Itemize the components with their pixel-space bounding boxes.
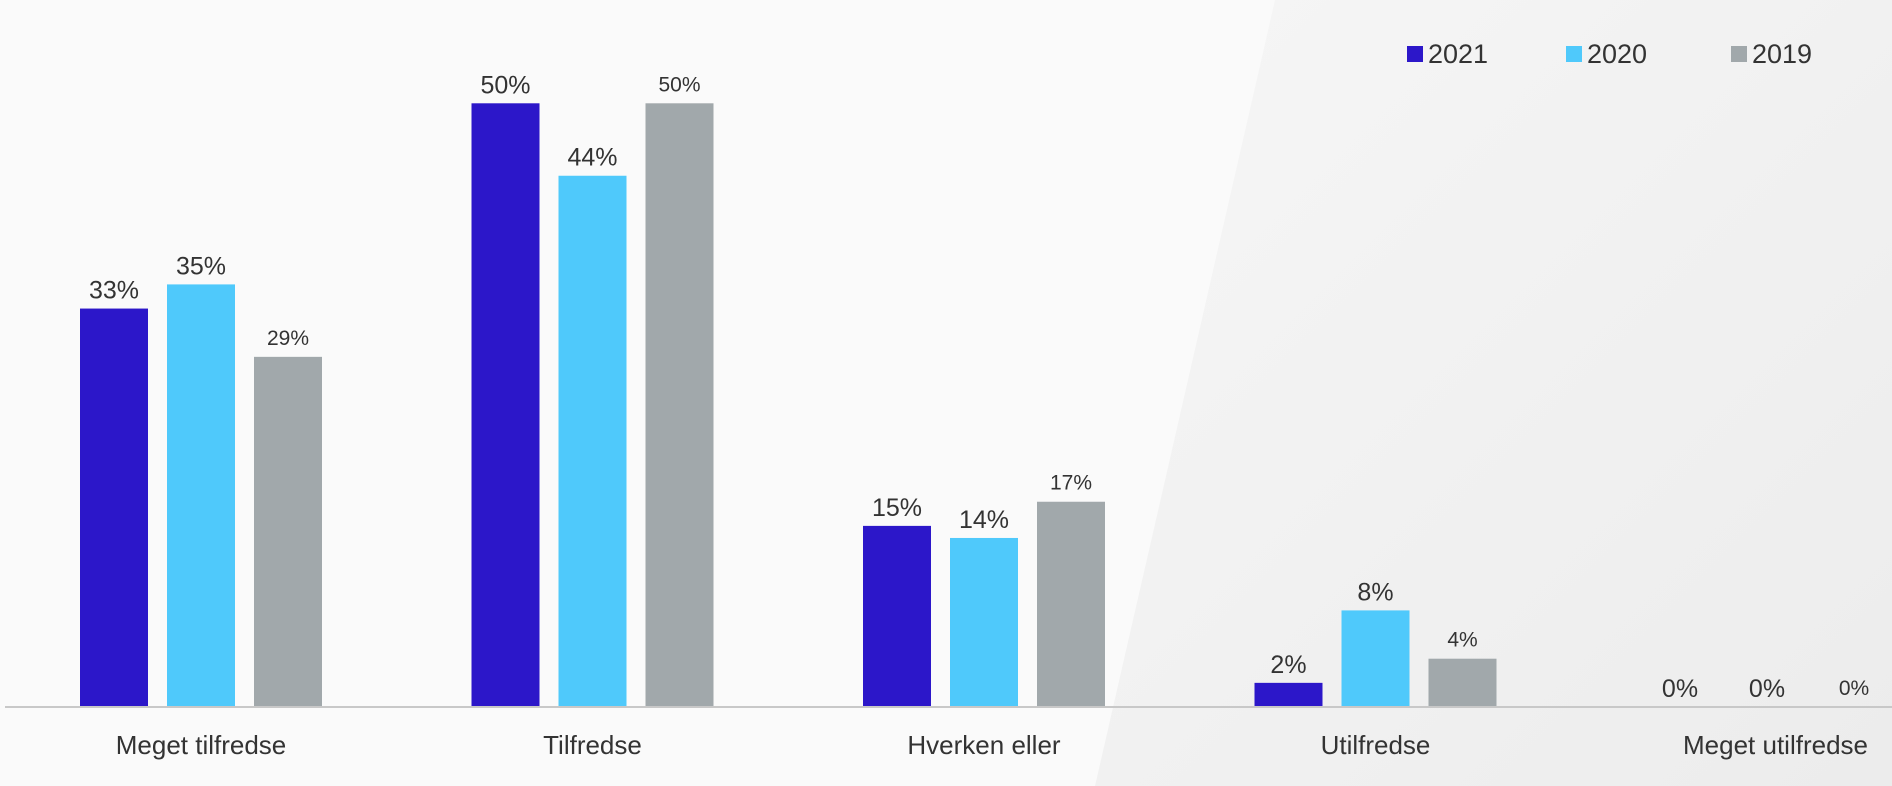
- category-label-3: Hverken eller: [907, 730, 1061, 760]
- legend: 2021 2020 2019: [1407, 39, 1812, 69]
- bar-2021-1: [80, 308, 148, 707]
- bar-2021-2: [471, 103, 540, 708]
- value-label-2019-4: 4%: [1447, 629, 1477, 652]
- legend-swatch-2021: [1407, 46, 1423, 62]
- bar-2020-3: [950, 537, 1018, 707]
- bar-2019-4: [1428, 658, 1497, 707]
- value-label-2020-5: 0%: [1749, 675, 1785, 703]
- value-label-2021-1: 33%: [89, 277, 139, 305]
- bar-2020-1: [167, 284, 235, 707]
- value-label-2021-2: 50%: [480, 71, 530, 99]
- bar-2021-4: [1254, 682, 1323, 707]
- legend-label-2020: 2020: [1587, 39, 1647, 69]
- value-label-2020-3: 14%: [959, 506, 1009, 534]
- category-label-5: Meget utilfredse: [1683, 730, 1868, 760]
- bar-2020-4: [1341, 610, 1410, 707]
- legend-label-2021: 2021: [1428, 39, 1488, 69]
- value-label-2021-5: 0%: [1662, 675, 1698, 703]
- category-label-2: Tilfredse: [543, 730, 642, 760]
- bars-group: [80, 103, 1497, 708]
- category-labels-group: Meget tilfredse Tilfredse Hverken eller Uti…: [116, 730, 1868, 760]
- value-label-2019-5: 0%: [1839, 677, 1869, 700]
- bar-2020-2: [558, 175, 627, 708]
- bar-2019-1: [254, 356, 322, 707]
- value-label-2019-3: 17%: [1050, 472, 1092, 495]
- category-label-4: Utilfredse: [1321, 730, 1431, 760]
- legend-label-2019: 2019: [1752, 39, 1812, 69]
- bar-2019-2: [645, 103, 714, 708]
- bar-2021-3: [863, 525, 931, 707]
- value-label-2020-2: 44%: [567, 144, 617, 172]
- legend-swatch-2019: [1731, 46, 1747, 62]
- legend-swatch-2020: [1566, 46, 1582, 62]
- value-labels-group: 33% 35% 29% 50% 44% 50% 15% 14% 17% 2% 8% 4% 0% 0% 0%: [89, 71, 1869, 703]
- bar-2019-3: [1037, 501, 1105, 707]
- value-label-2021-4: 2%: [1270, 651, 1306, 679]
- value-label-2019-1: 29%: [267, 327, 309, 350]
- category-label-1: Meget tilfredse: [116, 730, 287, 760]
- background-shade: [1095, 0, 1892, 786]
- value-label-2020-4: 8%: [1357, 578, 1393, 606]
- value-label-2021-3: 15%: [872, 494, 922, 522]
- value-label-2019-2: 50%: [658, 73, 700, 96]
- value-label-2020-1: 35%: [176, 252, 226, 280]
